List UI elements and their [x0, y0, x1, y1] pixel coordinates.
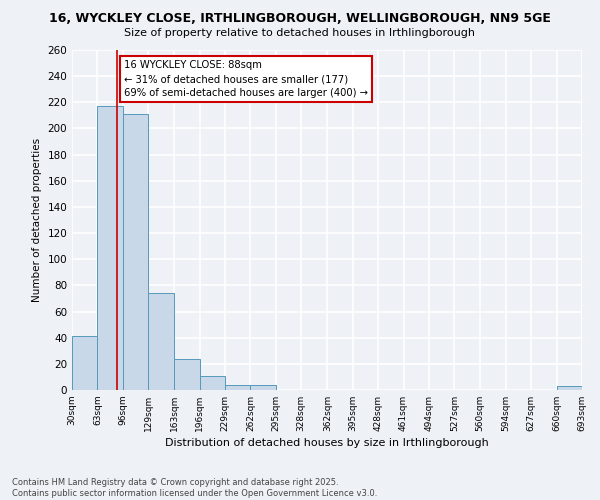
Bar	[250, 385, 276, 390]
Bar	[200, 376, 225, 390]
Bar	[97, 106, 123, 390]
Text: Size of property relative to detached houses in Irthlingborough: Size of property relative to detached ho…	[125, 28, 476, 38]
Bar	[72, 336, 97, 390]
Bar	[175, 358, 200, 390]
Text: 16 WYCKLEY CLOSE: 88sqm
← 31% of detached houses are smaller (177)
69% of semi-d: 16 WYCKLEY CLOSE: 88sqm ← 31% of detache…	[124, 60, 368, 98]
X-axis label: Distribution of detached houses by size in Irthlingborough: Distribution of detached houses by size …	[165, 438, 489, 448]
Bar	[123, 114, 148, 390]
Bar	[148, 293, 173, 390]
Bar	[225, 385, 250, 390]
Bar	[557, 386, 582, 390]
Y-axis label: Number of detached properties: Number of detached properties	[32, 138, 42, 302]
Text: Contains HM Land Registry data © Crown copyright and database right 2025.
Contai: Contains HM Land Registry data © Crown c…	[12, 478, 377, 498]
Text: 16, WYCKLEY CLOSE, IRTHLINGBOROUGH, WELLINGBOROUGH, NN9 5GE: 16, WYCKLEY CLOSE, IRTHLINGBOROUGH, WELL…	[49, 12, 551, 26]
